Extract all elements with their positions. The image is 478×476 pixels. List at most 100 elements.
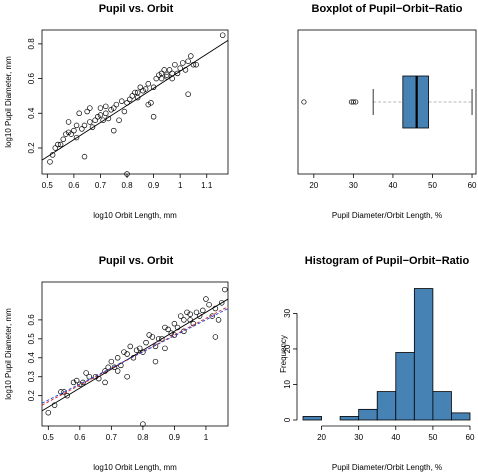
data-point [134,94,141,101]
data-point [164,72,170,78]
data-point [215,317,222,323]
x-tick-label: 20 [317,433,326,442]
x-tick-label: 1 [178,181,183,190]
y-axis-label: log10 Pupil Diameter, mm [4,56,13,148]
data-point [158,70,165,77]
data-point [193,61,199,68]
chart-title: Pupil vs. Orbit [99,3,174,15]
data-point [83,370,89,376]
data-point [116,117,122,123]
y-tick-label: 0.6 [27,314,36,326]
data-point [165,326,171,333]
x-axis-label: log10 Orbit Length, mm [93,211,177,220]
x-tick-label: 50 [428,181,437,190]
y-tick-label: 0.2 [27,142,36,154]
x-tick-label: 0.9 [169,433,181,442]
x-tick-label: 0.5 [42,181,54,190]
data-point [55,141,61,148]
y-tick-label: 10 [283,379,292,388]
data-point [196,313,203,319]
histogram-bar [413,288,434,421]
data-point [110,127,117,134]
x-tick-label: 1.1 [201,181,213,190]
y-axis-label: log10 Pupil Diameter, mm [4,308,13,400]
chart-title: Histogram of Pupil−Orbit−Ratio [305,255,470,267]
x-tick-labels: 0.5 0.6 0.7 0.8 0.9 1 1.1 [42,174,213,190]
data-point [140,421,146,427]
data-point [133,347,140,353]
data-point [47,159,53,165]
x-tick-label: 0.6 [74,433,86,442]
data-point [124,171,130,177]
data-point [103,110,109,117]
data-point [137,84,144,91]
x-tick-label: 20 [309,181,318,190]
data-point [84,108,90,115]
x-tick-label: 0.7 [106,433,118,442]
chart-title: Pupil vs. Orbit [99,255,174,267]
data-point [129,93,136,99]
data-point [185,58,191,64]
y-tick-labels: 0.2 0.3 0.4 0.5 0.6 [27,314,42,401]
data-point [168,330,175,336]
x-tick-label: 60 [466,433,475,442]
data-point [80,379,86,386]
data-point [126,96,133,103]
x-tick-label: 30 [354,433,363,442]
y-tick-label: 0 [283,417,292,422]
data-point [146,332,152,338]
data-point [57,141,64,148]
x-tick-labels: 20 30 40 50 60 [309,174,477,190]
data-point [172,61,178,68]
x-axis-label: log10 Orbit Length, mm [93,463,177,472]
data-point [132,89,138,96]
data-point [114,355,121,361]
data-point [219,32,226,38]
x-axis-label: Pupil Diameter/Orbit Length, % [332,211,442,220]
data-point [218,300,225,306]
histogram-bar [376,391,397,421]
histogram-bar [432,391,452,421]
y-tick-label: 0.5 [27,333,36,345]
data-point [188,53,194,59]
data-point [73,134,80,141]
histogram-bar [339,416,360,421]
data-point [222,286,228,293]
data-point [166,67,173,73]
data-point [149,334,156,340]
x-tick-label: 0.9 [148,181,160,190]
data-point [92,117,98,123]
y-tick-label: 0.6 [27,72,36,84]
data-point [142,86,149,92]
fit-lines [41,40,229,161]
data-point [86,373,93,380]
data-point [97,105,104,111]
data-point [118,98,125,104]
data-point [52,145,59,151]
data-point [89,124,96,130]
data-point [108,358,115,365]
data-point [68,131,74,137]
histogram-bars [302,288,471,421]
data-point [180,60,186,66]
data-point [97,112,104,118]
data-point [121,108,128,115]
data-point [212,334,219,340]
scatter-panel-bottom: Pupil vs. Orbit 0.5 0.6 0.7 0.8 0.9 1 0.20.30… [4,255,229,472]
x-tick-label: 0.7 [95,181,107,190]
data-point [162,324,168,331]
y-tick-label: 0.8 [27,38,36,50]
data-point [81,153,88,160]
data-point [103,103,109,110]
data-point [187,311,193,317]
y-tick-label: 0.4 [27,352,36,364]
data-point [184,309,190,316]
x-tick-label: 40 [391,433,400,442]
fit-lines [41,298,229,412]
x-tick-labels: 0.5 0.6 0.7 0.8 0.9 1 [43,426,209,442]
data-point [73,122,80,129]
data-point [58,389,64,395]
x-tick-label: 0.5 [43,433,55,442]
x-tick-label: 0.8 [137,433,149,442]
